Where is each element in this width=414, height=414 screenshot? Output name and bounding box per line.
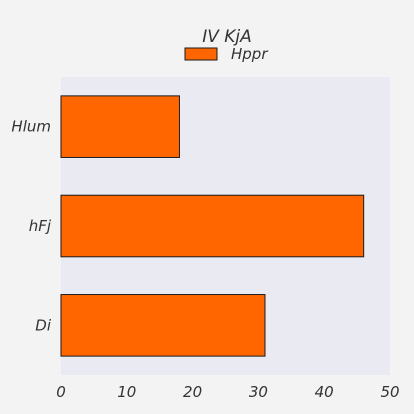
- x-tick-label-10: 10: [117, 383, 136, 401]
- y-tick-label-hfj: hFj: [29, 217, 52, 235]
- bar-hfj: [60, 194, 365, 258]
- x-tick-label-30: 30: [249, 383, 268, 401]
- legend-swatch: [184, 47, 218, 61]
- x-tick-label-50: 50: [380, 383, 399, 401]
- x-tick-label-40: 40: [315, 383, 334, 401]
- bar-group: [60, 95, 365, 357]
- x-tick-label-20: 20: [183, 383, 202, 401]
- y-axis-labels: Hlum hFj Di: [11, 118, 51, 335]
- bar-hlum: [60, 95, 180, 158]
- bar-di: [60, 294, 266, 357]
- x-axis-tick-labels: 0 10 20 30 40 50: [56, 383, 399, 401]
- legend: Hppr: [184, 45, 268, 63]
- chart-title: IV KjA: [202, 27, 252, 47]
- legend-label-hppr: Hppr: [231, 45, 268, 63]
- x-tick-label-0: 0: [56, 383, 66, 401]
- y-tick-label-di: Di: [35, 316, 52, 334]
- y-tick-label-hlum: Hlum: [11, 118, 51, 136]
